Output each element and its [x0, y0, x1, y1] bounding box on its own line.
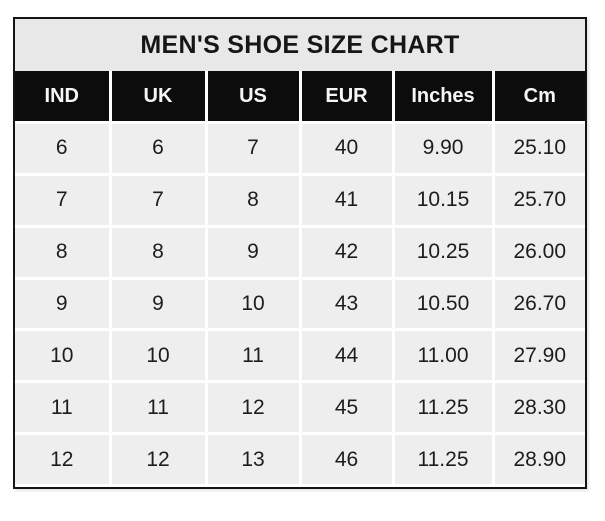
cell-eur: 42 [301, 227, 392, 277]
table-body: 6 6 7 40 9.90 25.10 7 7 8 41 10.15 25.70 8 8 9 42 10.25 2… [15, 124, 585, 487]
cell-inches: 9.90 [394, 124, 492, 173]
cell-ind: 10 [15, 331, 109, 381]
cell-ind: 7 [15, 175, 109, 225]
header-cell-ind: IND [15, 71, 109, 121]
cell-eur: 41 [301, 175, 392, 225]
cell-cm: 25.10 [494, 124, 585, 173]
cell-us: 10 [207, 279, 299, 329]
cell-us: 8 [207, 175, 299, 225]
header-cell-uk: UK [111, 71, 205, 121]
cell-cm: 26.00 [494, 227, 585, 277]
header-cell-inches: Inches [394, 71, 492, 121]
cell-us: 7 [207, 124, 299, 173]
cell-uk: 10 [111, 331, 205, 381]
table-header-row: IND UK US EUR Inches Cm [15, 71, 585, 121]
header-cell-cm: Cm [494, 71, 585, 121]
cell-uk: 8 [111, 227, 205, 277]
cell-us: 9 [207, 227, 299, 277]
chart-title: MEN'S SHOE SIZE CHART [15, 19, 585, 71]
cell-cm: 26.70 [494, 279, 585, 329]
cell-uk: 7 [111, 175, 205, 225]
cell-ind: 12 [15, 435, 109, 484]
cell-inches: 11.00 [394, 331, 492, 381]
cell-cm: 27.90 [494, 331, 585, 381]
cell-eur: 44 [301, 331, 392, 381]
cell-eur: 43 [301, 279, 392, 329]
cell-eur: 40 [301, 124, 392, 173]
cell-ind: 9 [15, 279, 109, 329]
cell-us: 12 [207, 383, 299, 433]
cell-ind: 6 [15, 124, 109, 173]
cell-ind: 11 [15, 383, 109, 433]
cell-inches: 10.50 [394, 279, 492, 329]
cell-inches: 10.15 [394, 175, 492, 225]
cell-eur: 45 [301, 383, 392, 433]
cell-us: 11 [207, 331, 299, 381]
cell-uk: 6 [111, 124, 205, 173]
header-cell-us: US [207, 71, 299, 121]
header-cell-eur: EUR [301, 71, 392, 121]
cell-cm: 28.90 [494, 435, 585, 484]
cell-uk: 9 [111, 279, 205, 329]
cell-inches: 10.25 [394, 227, 492, 277]
cell-cm: 25.70 [494, 175, 585, 225]
cell-uk: 11 [111, 383, 205, 433]
cell-uk: 12 [111, 435, 205, 484]
shoe-size-chart-table: MEN'S SHOE SIZE CHART IND UK US EUR Inches Cm… [13, 17, 587, 489]
cell-eur: 46 [301, 435, 392, 484]
cell-ind: 8 [15, 227, 109, 277]
cell-us: 13 [207, 435, 299, 484]
cell-cm: 28.30 [494, 383, 585, 433]
cell-inches: 11.25 [394, 383, 492, 433]
cell-inches: 11.25 [394, 435, 492, 484]
